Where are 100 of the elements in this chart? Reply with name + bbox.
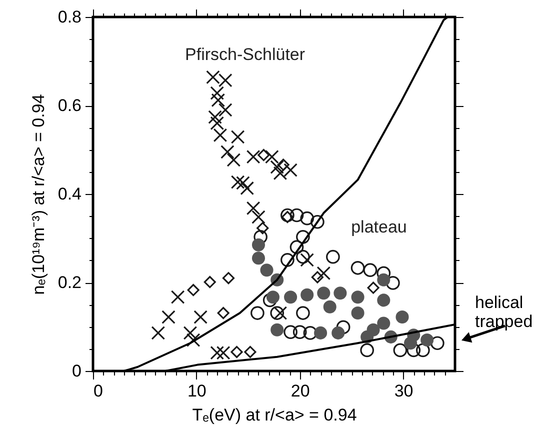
point xyxy=(334,286,347,300)
point xyxy=(300,288,314,302)
point xyxy=(332,326,345,340)
point xyxy=(311,271,324,284)
point xyxy=(296,306,310,320)
point xyxy=(222,272,235,284)
point xyxy=(323,300,336,314)
point xyxy=(244,346,256,358)
point xyxy=(240,181,254,196)
annotation: plateau xyxy=(351,218,407,237)
point xyxy=(336,320,350,334)
point xyxy=(430,336,444,350)
point xyxy=(236,176,250,190)
point xyxy=(280,253,294,267)
point xyxy=(351,306,364,320)
point xyxy=(256,222,269,234)
point xyxy=(252,210,266,224)
point xyxy=(218,103,232,117)
point xyxy=(230,130,245,144)
point xyxy=(351,290,364,304)
point xyxy=(377,316,390,330)
point xyxy=(270,160,284,174)
point xyxy=(217,306,230,320)
point xyxy=(404,336,418,350)
point xyxy=(273,166,288,180)
point xyxy=(363,263,378,278)
point xyxy=(194,310,208,324)
point xyxy=(310,214,324,229)
point xyxy=(252,238,266,252)
point xyxy=(210,86,224,100)
point xyxy=(246,150,260,164)
point xyxy=(254,230,268,244)
point xyxy=(230,346,243,358)
point xyxy=(350,260,365,275)
point xyxy=(317,286,330,300)
point xyxy=(265,150,279,164)
x-axis-title: Tₑ(eV) at r/<a> = 0.94 xyxy=(192,406,357,424)
point xyxy=(226,153,241,167)
point xyxy=(206,70,220,84)
point xyxy=(216,346,230,360)
point xyxy=(183,326,198,340)
point xyxy=(406,343,421,358)
point xyxy=(284,290,298,304)
point xyxy=(292,325,307,339)
point xyxy=(270,323,284,336)
point xyxy=(170,290,185,304)
point xyxy=(281,210,294,224)
point xyxy=(377,294,390,307)
point xyxy=(187,284,200,296)
point xyxy=(210,346,224,360)
point xyxy=(393,343,408,358)
y-tick-label: 0.8 xyxy=(58,8,82,26)
annotation: Pfirsch-Schlüter xyxy=(185,44,306,64)
point xyxy=(284,163,298,178)
x-tick-label: 0 xyxy=(94,382,103,400)
point xyxy=(260,264,274,277)
point xyxy=(377,273,390,286)
y-tick-label: 0 xyxy=(72,362,82,380)
y-tick-label: 0.4 xyxy=(58,184,82,204)
point xyxy=(284,325,298,339)
point xyxy=(162,310,176,324)
point xyxy=(386,276,400,290)
point xyxy=(290,240,304,254)
point xyxy=(367,282,380,294)
y-tick-label: 0.6 xyxy=(58,96,82,115)
point xyxy=(290,208,304,222)
point xyxy=(211,93,226,108)
point xyxy=(296,230,310,244)
point xyxy=(360,343,374,358)
point xyxy=(300,253,314,267)
y-axis-title: nₑ(10¹⁹m⁻³) at r/<a> = 0.94 xyxy=(28,94,48,295)
point xyxy=(208,110,222,124)
point xyxy=(326,250,340,264)
point xyxy=(230,175,245,189)
point xyxy=(314,326,328,340)
point xyxy=(262,293,277,308)
x-tick-label: 20 xyxy=(290,382,310,400)
point xyxy=(246,201,260,216)
point xyxy=(270,306,284,320)
point xyxy=(277,158,290,171)
point xyxy=(258,149,270,162)
point xyxy=(300,211,314,226)
point xyxy=(416,343,430,358)
x-tick-label: 10 xyxy=(187,382,206,400)
point xyxy=(250,306,264,320)
point xyxy=(316,266,331,280)
point xyxy=(280,208,294,222)
point xyxy=(273,306,288,320)
x-tick-label: 30 xyxy=(394,382,414,400)
point xyxy=(204,276,216,288)
point xyxy=(220,145,234,159)
point xyxy=(303,326,318,340)
point xyxy=(266,290,280,304)
text: helical trapped xyxy=(475,292,533,331)
y-tick-label: 0.2 xyxy=(58,273,82,292)
point xyxy=(296,250,310,264)
point xyxy=(151,326,166,340)
point xyxy=(420,334,434,347)
point xyxy=(396,310,409,324)
point xyxy=(218,73,232,88)
